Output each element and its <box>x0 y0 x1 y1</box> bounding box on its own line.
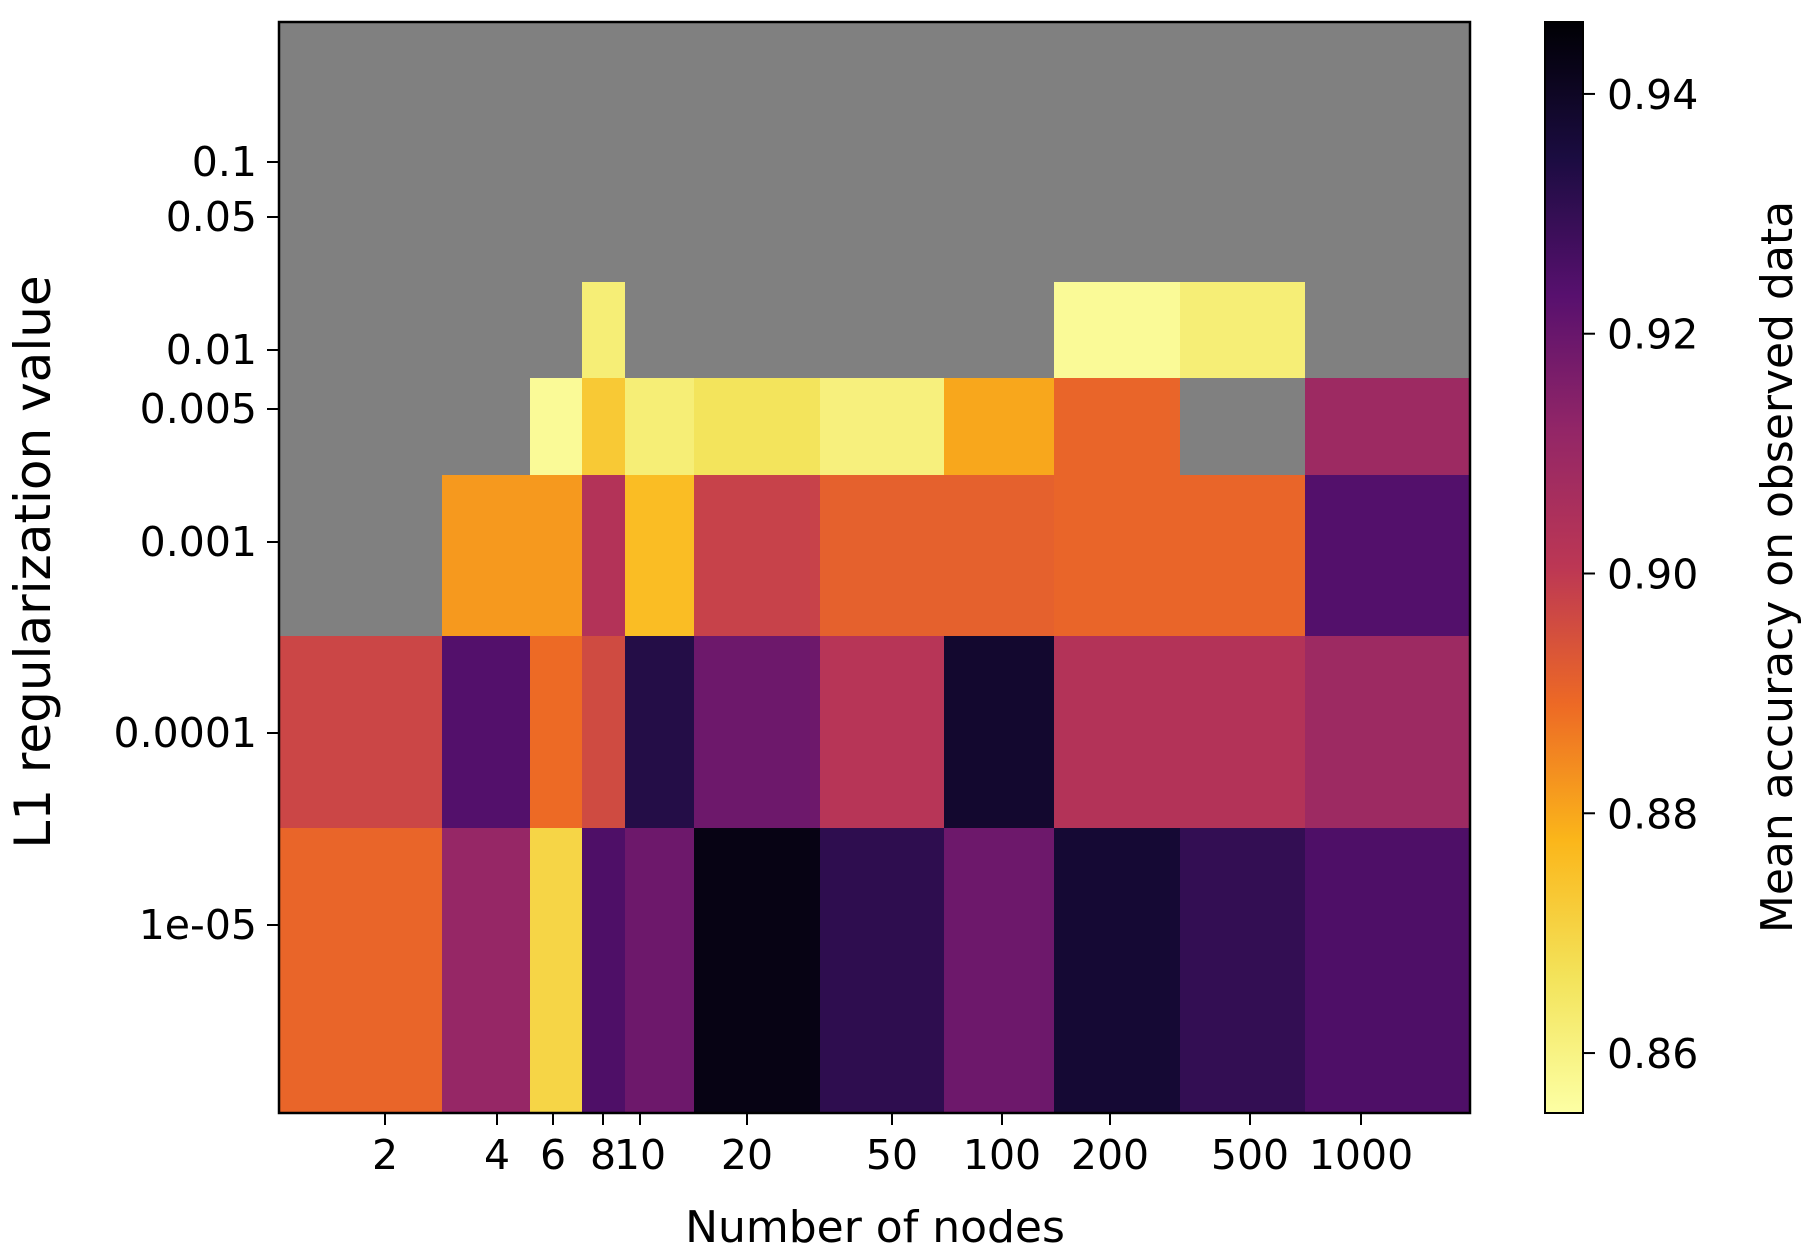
heatmap-cell <box>1305 378 1470 475</box>
y-tick-label: 0.1 <box>192 138 257 186</box>
heatmap-cell <box>1180 475 1305 636</box>
heatmap-cell <box>944 828 1054 1113</box>
heatmap-cell <box>530 828 582 1113</box>
heatmap-cell <box>1180 636 1305 828</box>
heatmap-cell <box>820 636 944 828</box>
heatmap-cell <box>442 828 530 1113</box>
y-tick-label: 0.01 <box>166 326 257 374</box>
heatmap-cell <box>279 828 442 1113</box>
y-tick-label: 1e-05 <box>139 901 257 949</box>
x-axis-ticks: 2 4 6 810 20 50 100 200 500 1000 <box>372 1113 1413 1179</box>
heatmap-cell <box>1054 378 1180 475</box>
x-tick-label: 500 <box>1211 1131 1289 1179</box>
y-axis-ticks: 0.1 0.05 0.01 0.005 0.001 0.0001 1e-05 <box>114 138 279 949</box>
colorbar-tick-label: 0.90 <box>1607 550 1698 598</box>
colorbar-ticks: 0.86 0.88 0.90 0.92 0.94 <box>1583 71 1698 1078</box>
colorbar-tick-label: 0.88 <box>1607 790 1698 838</box>
heatmap-cell <box>582 282 625 378</box>
x-tick-label: 50 <box>866 1131 918 1179</box>
heatmap-cell <box>442 636 530 828</box>
heatmap-cell <box>582 475 625 636</box>
heatmap-cell <box>944 636 1054 828</box>
heatmap-cell <box>530 378 582 475</box>
heatmap-cell <box>582 636 625 828</box>
heatmap-cell <box>625 378 694 475</box>
heatmap-cell <box>582 828 625 1113</box>
heatmap-cell <box>442 475 530 636</box>
heatmap-cell <box>944 378 1054 475</box>
y-tick-label: 0.001 <box>140 518 257 566</box>
y-tick-label: 0.0001 <box>114 709 257 757</box>
x-tick-label: 200 <box>1071 1131 1149 1179</box>
heatmap-cell <box>694 475 820 636</box>
heatmap-cell <box>694 636 820 828</box>
heatmap-cell <box>582 378 625 475</box>
heatmap-cell <box>820 378 944 475</box>
heatmap-cell <box>279 636 442 828</box>
y-tick-label: 0.05 <box>166 193 257 241</box>
heatmap-cell <box>1054 282 1180 378</box>
heatmap-cell <box>530 636 582 828</box>
colorbar-tick-label: 0.94 <box>1607 71 1698 119</box>
x-tick-label: 8 <box>590 1131 616 1179</box>
x-tick-label: 6 <box>540 1131 566 1179</box>
heatmap-cell <box>820 475 944 636</box>
heatmap-cell <box>694 378 820 475</box>
colorbar-tick-label: 0.92 <box>1607 311 1698 359</box>
heatmap-cell <box>1305 636 1470 828</box>
heatmap-cell <box>1305 828 1470 1113</box>
y-tick-label: 0.005 <box>140 385 257 433</box>
x-tick-label: 10 <box>614 1131 666 1179</box>
colorbar <box>1544 21 1584 1114</box>
heatmap-cell <box>530 475 582 636</box>
heatmap-cell <box>1054 475 1180 636</box>
x-axis-label: Number of nodes <box>685 1202 1065 1248</box>
heatmap-cell <box>1054 828 1180 1113</box>
heatmap-cell <box>694 828 820 1113</box>
x-tick-label: 4 <box>484 1131 510 1179</box>
heatmap-cell <box>625 636 694 828</box>
colorbar-tick-label: 0.86 <box>1607 1030 1698 1078</box>
heatmap-cells <box>279 282 1470 1113</box>
plot-frame <box>277 20 1472 1115</box>
x-tick-label: 2 <box>372 1131 398 1179</box>
x-tick-label: 20 <box>721 1131 773 1179</box>
heatmap-cell <box>1180 282 1305 378</box>
y-axis-label: L1 regularization value <box>4 275 62 848</box>
heatmap-cell <box>1180 828 1305 1113</box>
x-tick-label: 100 <box>963 1131 1041 1179</box>
heatmap-cell <box>1305 475 1470 636</box>
colorbar-label: Mean accuracy on observed data <box>1752 201 1803 933</box>
heatmap-cell <box>625 828 694 1113</box>
heatmap-cell <box>820 828 944 1113</box>
heatmap-cell <box>1054 636 1180 828</box>
x-tick-label: 1000 <box>1309 1131 1413 1179</box>
heatmap-cell <box>625 475 694 636</box>
heatmap-cell <box>944 475 1054 636</box>
